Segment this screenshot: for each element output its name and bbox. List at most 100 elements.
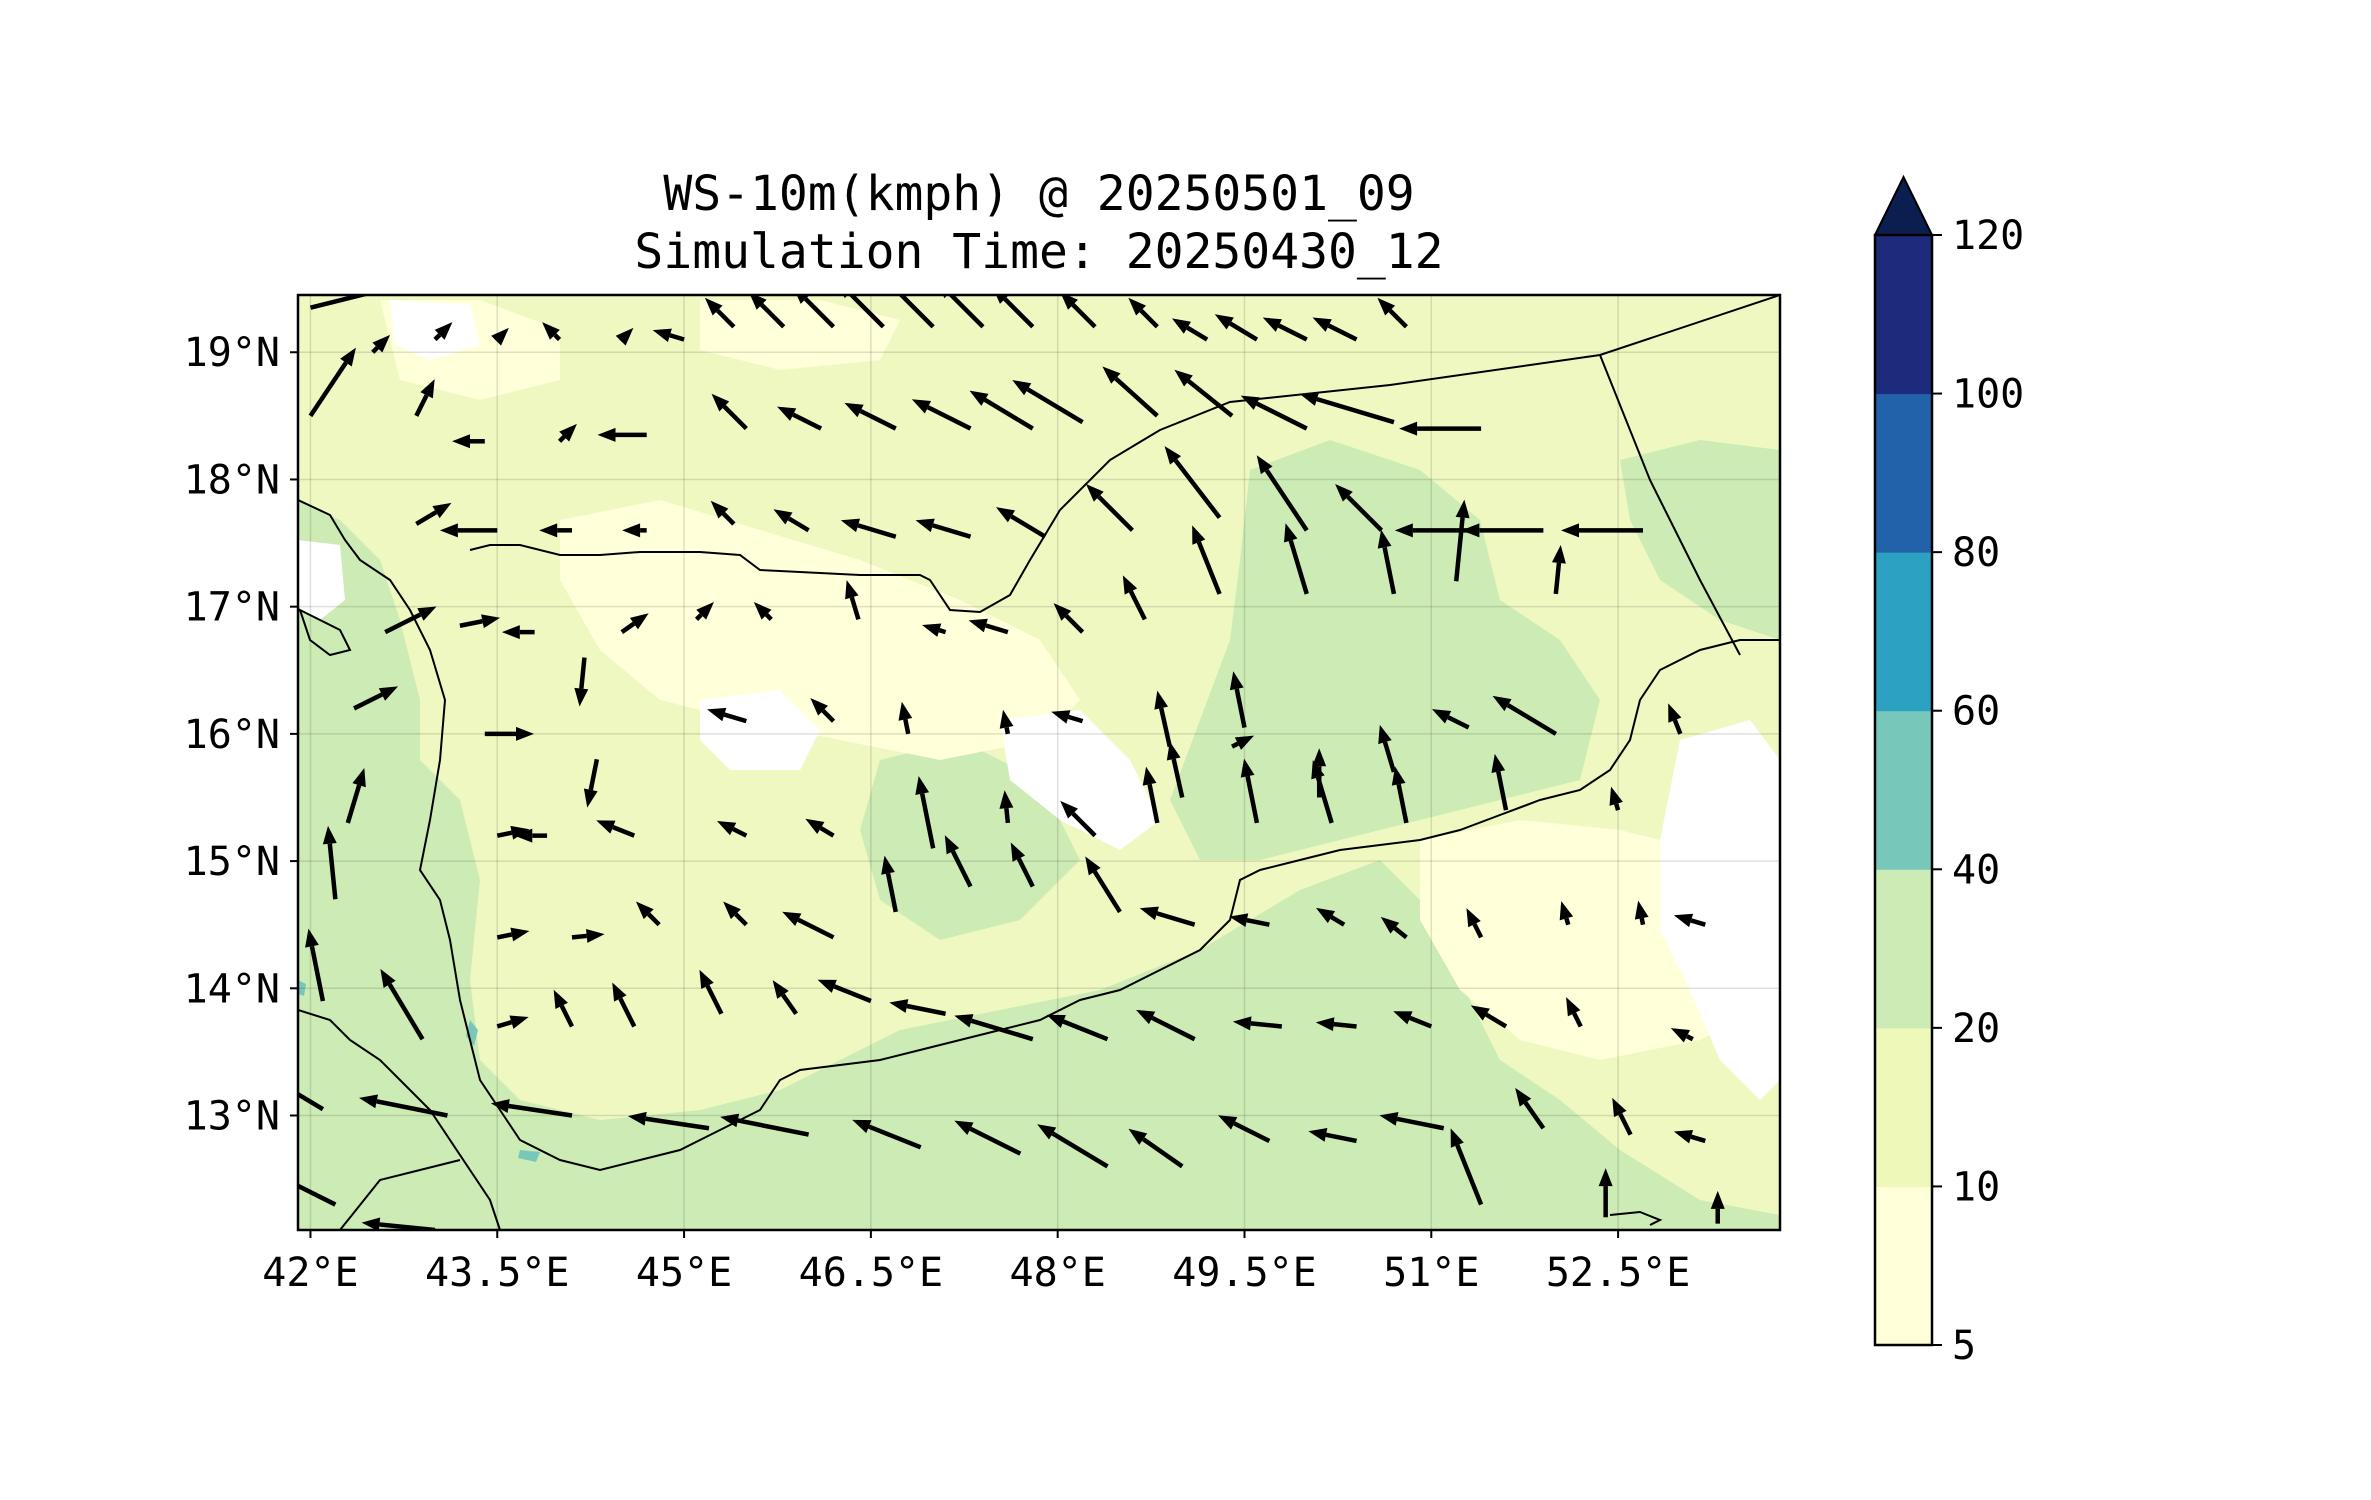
wind-vector [915,518,972,539]
contour-20-40-east-interior [1170,440,1600,860]
wind-vector [1053,603,1085,634]
wind-vector [380,968,425,1041]
colorbar-tick-label: 120 [1952,213,2024,259]
wind-vector [969,390,1034,431]
wind-vector [627,1111,710,1131]
wind-vector [1377,297,1408,329]
wind-vector [694,601,714,621]
wind-vector [345,767,366,824]
wind-vector [1453,499,1470,582]
wind-vector [944,835,973,888]
wind-vector [1139,906,1196,927]
contour-5-10-central [560,500,1080,760]
wind-vector [1311,760,1334,824]
wind-vector [612,982,637,1028]
wind-vector [773,509,810,533]
wind-vector [1218,1115,1271,1143]
contour-below-5-east [1660,720,1780,1100]
wind-vector [840,518,897,539]
wind-vector [622,523,647,538]
wind-vector [1315,907,1346,927]
map-title-line-2: Simulation Time: 20250430_12 [634,224,1443,280]
wind-vector [1492,695,1557,736]
wind-vector [574,657,589,707]
wind-vector [414,379,435,417]
wind-vector [1379,1112,1445,1131]
wind-vector [542,322,562,342]
wind-vector [1670,1028,1694,1043]
wind-vector [1229,671,1247,728]
wind-vector [1164,446,1222,519]
map-gridlines [298,295,1780,1230]
wind-vector [954,1014,1034,1042]
colorbar-level [1875,552,1932,712]
wind-vector [1668,703,1683,735]
x-tick-label: 49.5°E [1172,1250,1317,1296]
wind-vector [583,758,600,808]
x-tick-label: 43.5°E [425,1250,570,1296]
wind-vector [652,328,685,342]
wind-vector [1710,1190,1725,1224]
wind-vector [1399,421,1482,436]
x-axis-ticks: 42°E 43.5°E 45°E 46.5°E 48°E 49.5°E 51°E 52.5°E [262,1230,1690,1296]
wind-vector [1240,758,1260,824]
wind-vector [1378,724,1397,773]
wind-vector [750,295,786,329]
wind-vector [1431,709,1470,730]
wind-vector [1060,800,1097,838]
y-tick-label: 18°N [184,457,280,503]
colorbar-level [1875,869,1932,1029]
wind-vector [1673,1129,1706,1144]
wind-vector [723,901,748,927]
wind-vector [999,709,1014,735]
wind-vector [1012,380,1084,425]
wind-vector [772,980,798,1016]
contour-20-40-gulf [1250,990,1500,1130]
contour-below-5-central-2 [1000,710,1160,850]
wind-vector [782,911,835,940]
contour-40-60-spot-3 [298,980,306,996]
y-tick-label: 17°N [184,585,280,631]
wind-vector [371,334,391,354]
wind-vector [1491,753,1509,811]
wind-vector [501,625,535,640]
wind-vector [1262,317,1308,342]
wind-vector [954,1120,1022,1156]
wind-vector [817,979,872,1004]
y-tick-label: 13°N [184,1094,280,1140]
contour-below-5-central [700,690,820,770]
wind-vector [1061,295,1097,329]
wind-vector [1377,529,1397,595]
wind-vector [1335,483,1384,532]
wind-vector [1231,735,1255,750]
wind-vector [308,347,356,418]
wind-vector [1256,455,1309,532]
border-saudi-yemen [469,295,1780,614]
wind-vector [1566,997,1583,1028]
coastline-red-sea-yemen [298,499,1780,1172]
wind-vector [1229,913,1270,928]
colorbar-level [1875,1186,1932,1346]
wind-vector [1673,913,1706,928]
wind-vector [358,1094,448,1118]
wind-vector [720,1113,810,1137]
wind-vector [996,507,1047,539]
wind-vector [596,820,636,838]
x-tick-label: 45°E [636,1250,732,1296]
wind-vector [1380,916,1408,940]
wind-vector [889,999,947,1016]
coastlines-and-borders [298,295,1780,1230]
wind-vector [439,523,498,538]
colorbar-level [1875,710,1932,870]
colorbar-tick-label: 5 [1952,1323,1976,1369]
border-yemen-oman [1599,354,1741,656]
y-axis-ticks: 19°N 18°N 17°N 16°N 15°N 14°N 13°N [184,330,298,1140]
wind-vector [753,601,773,621]
wind-vector [777,406,823,431]
wind-vector [968,618,1009,635]
wind-vector [796,295,836,329]
x-tick-label: 52.5°E [1546,1250,1691,1296]
coastline-farasan [298,608,352,657]
wind-vector [1142,766,1160,824]
